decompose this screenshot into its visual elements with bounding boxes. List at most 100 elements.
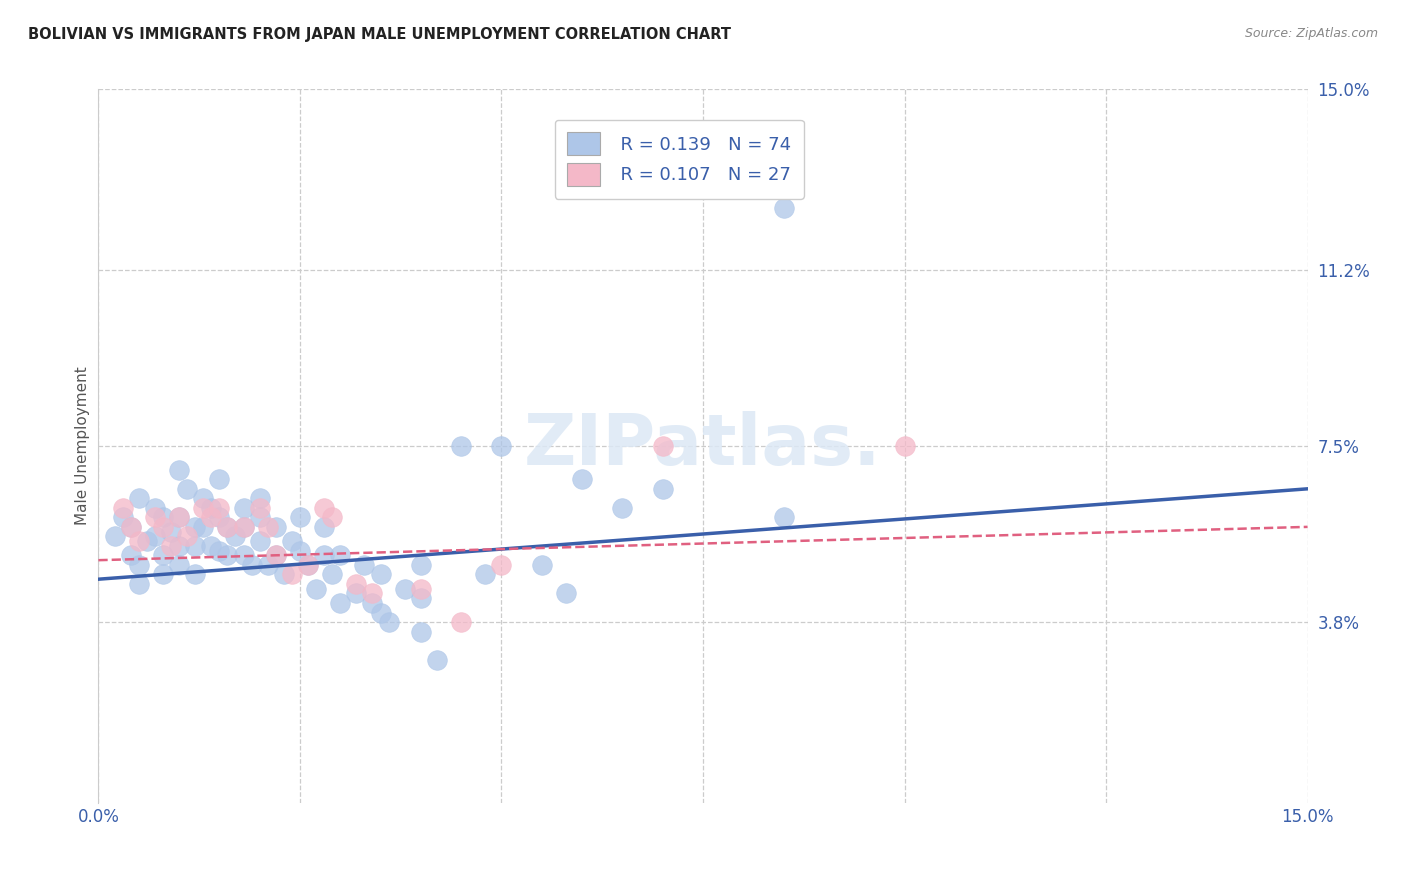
Point [273, 567, 295, 582]
Point [571, 472, 593, 486]
Point [612, 500, 634, 515]
Point [152, 549, 174, 563]
Point [409, 591, 432, 606]
Point [651, 439, 673, 453]
Point [217, 520, 239, 534]
Point [200, 500, 222, 515]
Point [305, 582, 328, 596]
Point [167, 510, 190, 524]
Point [249, 500, 271, 515]
Text: Source: ZipAtlas.com: Source: ZipAtlas.com [1244, 27, 1378, 40]
Point [329, 596, 352, 610]
Point [208, 543, 231, 558]
Point [249, 534, 271, 549]
Point [143, 510, 166, 524]
Point [167, 510, 190, 524]
Point [143, 500, 166, 515]
Point [314, 500, 336, 515]
Point [297, 558, 319, 572]
Point [361, 586, 384, 600]
Point [120, 520, 142, 534]
Point [281, 534, 304, 549]
Point [200, 539, 222, 553]
Point [232, 549, 254, 563]
Point [651, 482, 673, 496]
Point [256, 558, 278, 572]
Point [224, 529, 246, 543]
Legend:   R = 0.139   N = 74,   R = 0.107   N = 27: R = 0.139 N = 74, R = 0.107 N = 27 [555, 120, 804, 199]
Point [264, 520, 287, 534]
Point [232, 500, 254, 515]
Point [893, 439, 915, 453]
Point [167, 463, 190, 477]
Point [409, 558, 432, 572]
Point [232, 520, 254, 534]
Point [128, 558, 150, 572]
Point [120, 520, 142, 534]
Point [288, 510, 311, 524]
Y-axis label: Male Unemployment: Male Unemployment [75, 367, 90, 525]
Point [217, 520, 239, 534]
Point [152, 567, 174, 582]
Point [160, 524, 183, 539]
Point [249, 491, 271, 506]
Point [256, 520, 278, 534]
Point [288, 543, 311, 558]
Point [297, 558, 319, 572]
Point [474, 567, 496, 582]
Point [128, 491, 150, 506]
Point [143, 529, 166, 543]
Point [555, 586, 578, 600]
Point [772, 201, 794, 215]
Point [111, 510, 134, 524]
Point [409, 624, 432, 639]
Point [152, 520, 174, 534]
Point [184, 520, 207, 534]
Point [103, 529, 125, 543]
Point [426, 653, 449, 667]
Point [321, 567, 343, 582]
Point [264, 549, 287, 563]
Point [120, 549, 142, 563]
Point [167, 558, 190, 572]
Point [281, 567, 304, 582]
Point [176, 482, 198, 496]
Point [370, 567, 392, 582]
Point [530, 558, 553, 572]
Point [111, 500, 134, 515]
Point [264, 549, 287, 563]
Point [409, 582, 432, 596]
Point [450, 439, 472, 453]
Point [184, 567, 207, 582]
Point [167, 539, 190, 553]
Point [491, 439, 513, 453]
Text: ZIPatlas.: ZIPatlas. [524, 411, 882, 481]
Point [240, 558, 263, 572]
Point [152, 510, 174, 524]
Point [128, 534, 150, 549]
Point [491, 558, 513, 572]
Point [128, 577, 150, 591]
Point [193, 520, 215, 534]
Point [208, 500, 231, 515]
Point [370, 606, 392, 620]
Point [450, 615, 472, 629]
Point [394, 582, 416, 596]
Point [249, 510, 271, 524]
Point [232, 520, 254, 534]
Point [314, 520, 336, 534]
Point [217, 549, 239, 563]
Point [353, 558, 375, 572]
Point [329, 549, 352, 563]
Point [321, 510, 343, 524]
Point [184, 539, 207, 553]
Point [772, 510, 794, 524]
Point [135, 534, 157, 549]
Point [377, 615, 399, 629]
Point [344, 586, 367, 600]
Point [176, 529, 198, 543]
Point [208, 510, 231, 524]
Text: BOLIVIAN VS IMMIGRANTS FROM JAPAN MALE UNEMPLOYMENT CORRELATION CHART: BOLIVIAN VS IMMIGRANTS FROM JAPAN MALE U… [28, 27, 731, 42]
Point [200, 510, 222, 524]
Point [314, 549, 336, 563]
